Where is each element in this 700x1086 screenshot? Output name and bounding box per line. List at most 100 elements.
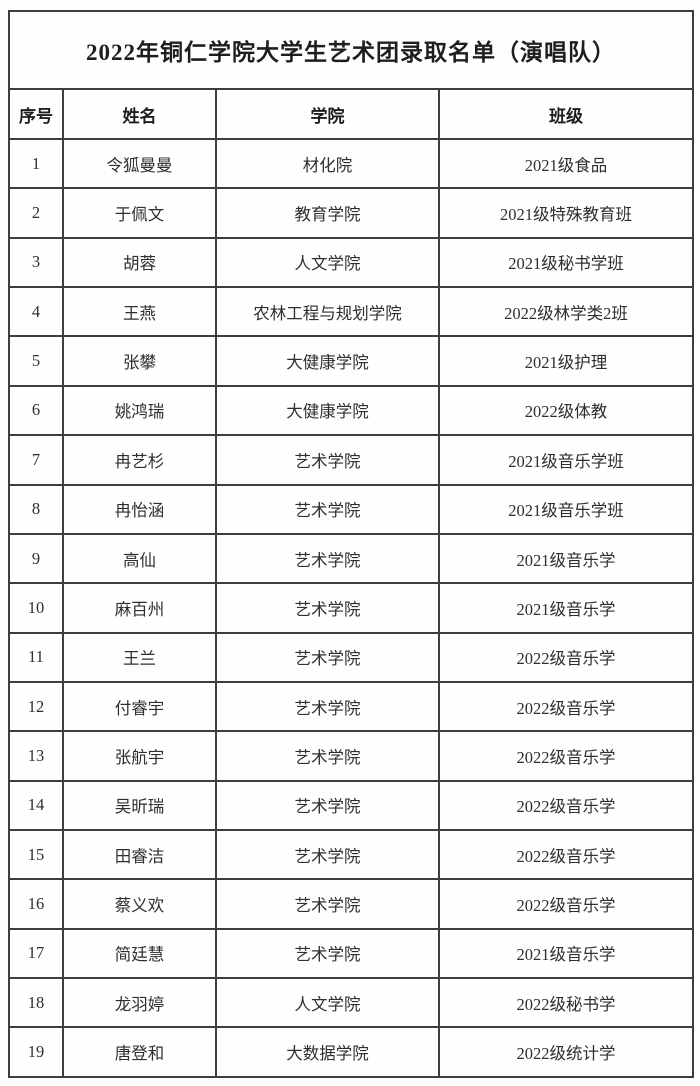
table-cell: 艺术学院 xyxy=(215,680,440,733)
title-row: 2022年铜仁学院大学生艺术团录取名单（演唱队） xyxy=(8,10,694,90)
table-cell: 张航宇 xyxy=(62,730,217,782)
table-cell: 简廷慧 xyxy=(62,927,217,980)
table-row: 4 王燕 农林工程与规划学院 2022级林学类2班 xyxy=(8,286,694,338)
table-cell: 2021级特殊教育班 xyxy=(438,187,694,239)
table-cell: 大数据学院 xyxy=(215,1026,440,1078)
table-row: 8 冉怡涵 艺术学院 2021级音乐学班 xyxy=(8,483,694,535)
table-cell: 2021级音乐学 xyxy=(438,582,694,634)
table-cell: 2 xyxy=(8,187,64,239)
table-cell: 2022级音乐学 xyxy=(438,680,694,733)
table-row: 17 简廷慧 艺术学院 2021级音乐学 xyxy=(8,927,694,980)
table-cell: 艺术学院 xyxy=(215,730,440,782)
table-cell: 艺术学院 xyxy=(215,927,440,980)
table-row: 13 张航宇 艺术学院 2022级音乐学 xyxy=(8,730,694,782)
table-cell: 人文学院 xyxy=(215,236,440,289)
table-cell: 姚鸿瑞 xyxy=(62,384,217,437)
table-cell: 1 xyxy=(8,137,64,190)
table-cell: 2021级音乐学班 xyxy=(438,483,694,535)
table-row: 2 于佩文 教育学院 2021级特殊教育班 xyxy=(8,187,694,239)
table-cell: 2022级秘书学 xyxy=(438,977,694,1029)
column-header-3: 班级 xyxy=(438,88,694,140)
table-cell: 6 xyxy=(8,384,64,437)
table-cell: 胡蓉 xyxy=(62,236,217,289)
table-cell: 艺术学院 xyxy=(215,532,440,585)
table-cell: 冉艺杉 xyxy=(62,434,217,486)
table-cell: 16 xyxy=(8,878,64,930)
table-cell: 艺术学院 xyxy=(215,434,440,486)
table-cell: 麻百州 xyxy=(62,582,217,634)
table-cell: 高仙 xyxy=(62,532,217,585)
table-cell: 唐登和 xyxy=(62,1026,217,1078)
table-cell: 7 xyxy=(8,434,64,486)
page-title: 2022年铜仁学院大学生艺术团录取名单（演唱队） xyxy=(8,10,694,90)
table-cell: 2022级音乐学 xyxy=(438,829,694,881)
table-row: 11 王兰 艺术学院 2022级音乐学 xyxy=(8,631,694,683)
table-cell: 4 xyxy=(8,286,64,338)
table-row: 14 吴昕瑞 艺术学院 2022级音乐学 xyxy=(8,779,694,832)
table-row: 18 龙羽婷 人文学院 2022级秘书学 xyxy=(8,977,694,1029)
table-cell: 9 xyxy=(8,532,64,585)
table-cell: 17 xyxy=(8,927,64,980)
table-cell: 艺术学院 xyxy=(215,779,440,832)
table-row: 3 胡蓉 人文学院 2021级秘书学班 xyxy=(8,236,694,289)
table-row: 19 唐登和 大数据学院 2022级统计学 xyxy=(8,1026,694,1078)
table-row: 12 付睿宇 艺术学院 2022级音乐学 xyxy=(8,680,694,733)
table-cell: 张攀 xyxy=(62,335,217,387)
table-cell: 19 xyxy=(8,1026,64,1078)
table-cell: 大健康学院 xyxy=(215,335,440,387)
table-cell: 教育学院 xyxy=(215,187,440,239)
table-cell: 人文学院 xyxy=(215,977,440,1029)
table-row: 7 冉艺杉 艺术学院 2021级音乐学班 xyxy=(8,434,694,486)
table-cell: 材化院 xyxy=(215,137,440,190)
table-row: 5 张攀 大健康学院 2021级护理 xyxy=(8,335,694,387)
table-cell: 2022级音乐学 xyxy=(438,878,694,930)
table-cell: 冉怡涵 xyxy=(62,483,217,535)
table-cell: 2021级护理 xyxy=(438,335,694,387)
table-cell: 18 xyxy=(8,977,64,1029)
table-cell: 艺术学院 xyxy=(215,631,440,683)
table-cell: 艺术学院 xyxy=(215,582,440,634)
admission-table: 2022年铜仁学院大学生艺术团录取名单（演唱队） 序号 姓名 学院 班级 1 令狐曼曼材… xyxy=(8,10,694,1078)
table-cell: 2021级秘书学班 xyxy=(438,236,694,289)
table-cell: 14 xyxy=(8,779,64,832)
table-cell: 2021级食品 xyxy=(438,137,694,190)
table-cell: 2021级音乐学 xyxy=(438,927,694,980)
table-cell: 3 xyxy=(8,236,64,289)
table-row: 16 蔡义欢 艺术学院 2022级音乐学 xyxy=(8,878,694,930)
table-header-row: 序号 姓名 学院 班级 xyxy=(8,88,694,140)
table-cell: 艺术学院 xyxy=(215,483,440,535)
table-row: 10 麻百州 艺术学院 2021级音乐学 xyxy=(8,582,694,634)
table-cell: 15 xyxy=(8,829,64,881)
table-cell: 2022级统计学 xyxy=(438,1026,694,1078)
table-cell: 10 xyxy=(8,582,64,634)
table-row: 6 姚鸿瑞 大健康学院 2022级体教 xyxy=(8,384,694,437)
table-cell: 2021级音乐学班 xyxy=(438,434,694,486)
table-cell: 龙羽婷 xyxy=(62,977,217,1029)
table-cell: 农林工程与规划学院 xyxy=(215,286,440,338)
table-cell: 5 xyxy=(8,335,64,387)
table-cell: 吴昕瑞 xyxy=(62,779,217,832)
table-cell: 2022级林学类2班 xyxy=(438,286,694,338)
table-cell: 11 xyxy=(8,631,64,683)
table-cell: 2022级体教 xyxy=(438,384,694,437)
table-row: 1 令狐曼曼 材化院 2021级食品 xyxy=(8,137,694,190)
table-cell: 8 xyxy=(8,483,64,535)
table-cell: 13 xyxy=(8,730,64,782)
table-row: 9 高仙 艺术学院 2021级音乐学 xyxy=(8,532,694,585)
table-cell: 艺术学院 xyxy=(215,878,440,930)
table-cell: 于佩文 xyxy=(62,187,217,239)
column-header-0: 序号 xyxy=(8,88,64,140)
table-body: 1 令狐曼曼 材化院 2021级食品 2 于佩文 教育学院 2021级特殊教育班 3 胡蓉 人文学院… xyxy=(8,137,694,1078)
table-cell: 田睿洁 xyxy=(62,829,217,881)
table-cell: 12 xyxy=(8,680,64,733)
table-cell: 艺术学院 xyxy=(215,829,440,881)
table-cell: 王燕 xyxy=(62,286,217,338)
table-cell: 令狐曼曼 xyxy=(62,137,217,190)
table-cell: 大健康学院 xyxy=(215,384,440,437)
table-cell: 王兰 xyxy=(62,631,217,683)
table-cell: 蔡义欢 xyxy=(62,878,217,930)
table-cell: 2022级音乐学 xyxy=(438,730,694,782)
column-header-1: 姓名 xyxy=(62,88,217,140)
column-header-2: 学院 xyxy=(215,88,440,140)
